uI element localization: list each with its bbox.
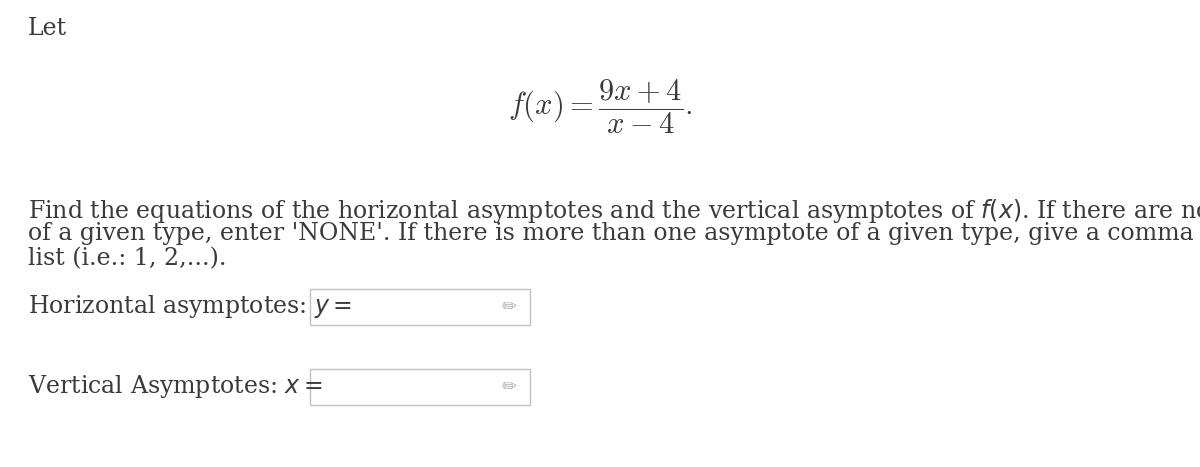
- Text: Horizontal asymptotes: $y =$: Horizontal asymptotes: $y =$: [28, 293, 352, 320]
- Text: ✏︎: ✏︎: [503, 298, 517, 316]
- Text: Vertical Asymptotes: $x =$: Vertical Asymptotes: $x =$: [28, 374, 323, 401]
- Text: of a given type, enter 'NONE'. If there is more than one asymptote of a given ty: of a given type, enter 'NONE'. If there …: [28, 222, 1200, 245]
- FancyBboxPatch shape: [310, 369, 530, 405]
- Text: Find the equations of the horizontal asymptotes and the vertical asymptotes of $: Find the equations of the horizontal asy…: [28, 197, 1200, 225]
- Text: list (i.e.: 1, 2,...).: list (i.e.: 1, 2,...).: [28, 247, 227, 270]
- Text: $f(x) = \dfrac{9x + 4}{x - 4}.$: $f(x) = \dfrac{9x + 4}{x - 4}.$: [508, 77, 692, 135]
- FancyBboxPatch shape: [310, 289, 530, 325]
- Text: ✏︎: ✏︎: [503, 378, 517, 396]
- Text: Let: Let: [28, 17, 67, 40]
